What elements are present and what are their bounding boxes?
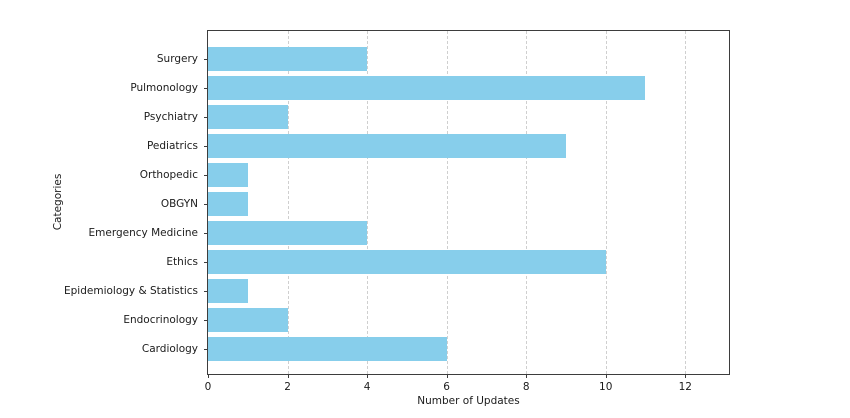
x-tick-mark-8 — [526, 374, 528, 378]
gridline-x-12 — [685, 31, 687, 374]
bar-surgery — [208, 46, 368, 71]
y-tick-label-pediatrics: Pediatrics — [146, 139, 198, 152]
gridline-x-8 — [526, 31, 528, 374]
x-tick-mark-0 — [208, 374, 209, 378]
bar-row-cardiology: Cardiology — [142, 334, 729, 363]
y-tick-mark-endocrinology — [204, 319, 208, 321]
gridline-x-10 — [605, 31, 607, 374]
bar-row-endocrinology: Endocrinology — [123, 305, 729, 334]
y-tick-mark-epidemiology-statistics — [204, 290, 208, 292]
y-tick-label-psychiatry: Psychiatry — [143, 110, 198, 123]
bar-orthopedic — [208, 162, 248, 187]
x-axis-title: Number of Updates — [417, 395, 520, 407]
x-tick-label-2: 2 — [284, 381, 291, 393]
bar-row-psychiatry: Psychiatry — [144, 102, 729, 131]
x-tick-label-4: 4 — [363, 381, 371, 393]
y-tick-label-ethics: Ethics — [166, 255, 198, 268]
bar-row-ethics: Ethics — [166, 247, 729, 276]
y-tick-mark-pulmonology — [204, 87, 208, 89]
y-tick-mark-pediatrics — [204, 145, 208, 147]
gridline-x-6 — [446, 31, 448, 374]
bar-row-obgyn: OBGYN — [161, 189, 729, 218]
y-tick-label-surgery: Surgery — [156, 52, 198, 65]
x-tick-label-0: 0 — [204, 381, 212, 393]
bar-pediatrics — [208, 133, 566, 158]
x-tick-label-10: 10 — [599, 381, 613, 393]
y-tick-label-epidemiology-statistics: Epidemiology & Statistics — [64, 284, 198, 297]
bar-ethics — [208, 249, 606, 274]
bar-row-epidemiology-statistics: Epidemiology & Statistics — [64, 276, 729, 305]
y-tick-mark-orthopedic — [204, 174, 208, 176]
y-tick-label-cardiology: Cardiology — [141, 342, 198, 355]
y-tick-mark-obgyn — [204, 203, 208, 205]
y-tick-mark-surgery — [204, 58, 208, 60]
x-tick-label-12: 12 — [678, 381, 692, 393]
x-tick-mark-10 — [605, 374, 607, 378]
bar-emergency-medicine — [208, 220, 368, 245]
y-tick-mark-cardiology — [204, 348, 208, 350]
gridline-x-4 — [367, 31, 369, 374]
y-tick-label-emergency-medicine: Emergency Medicine — [88, 226, 198, 239]
y-tick-label-orthopedic: Orthopedic — [139, 168, 198, 181]
bar-cardiology — [208, 336, 447, 361]
y-tick-label-pulmonology: Pulmonology — [130, 81, 198, 94]
bar-row-emergency-medicine: Emergency Medicine — [89, 218, 729, 247]
x-tick-label-8: 8 — [522, 381, 530, 393]
x-tick-mark-12 — [685, 374, 687, 378]
x-tick-mark-4 — [367, 374, 369, 378]
bar-row-pediatrics: Pediatrics — [147, 131, 729, 160]
y-tick-label-obgyn: OBGYN — [160, 197, 198, 210]
bar-obgyn — [208, 191, 248, 216]
bars-container: Surgery Pulmonology Psychiatry Pediatrics Or… — [64, 31, 729, 374]
bar-epidemiology-statistics — [208, 278, 248, 303]
y-tick-label-endocrinology: Endocrinology — [123, 313, 198, 326]
x-tick-mark-2 — [287, 374, 289, 378]
x-tick-mark-6 — [446, 374, 448, 378]
plot-area: Surgery Pulmonology Psychiatry Pediatrics Or… — [64, 30, 730, 407]
gridline-x-2 — [287, 31, 289, 374]
bar-pulmonology — [208, 75, 646, 100]
bar-row-orthopedic: Orthopedic — [140, 160, 729, 189]
y-tick-mark-ethics — [204, 261, 208, 263]
y-tick-mark-emergency-medicine — [204, 232, 208, 234]
y-tick-mark-psychiatry — [204, 116, 208, 118]
bar-psychiatry — [208, 104, 288, 129]
bar-row-pulmonology: Pulmonology — [130, 73, 729, 102]
y-axis-title: Categories — [52, 173, 64, 231]
bar-row-surgery: Surgery — [157, 44, 729, 73]
bar-endocrinology — [208, 307, 288, 332]
x-tick-label-6: 6 — [443, 381, 450, 393]
